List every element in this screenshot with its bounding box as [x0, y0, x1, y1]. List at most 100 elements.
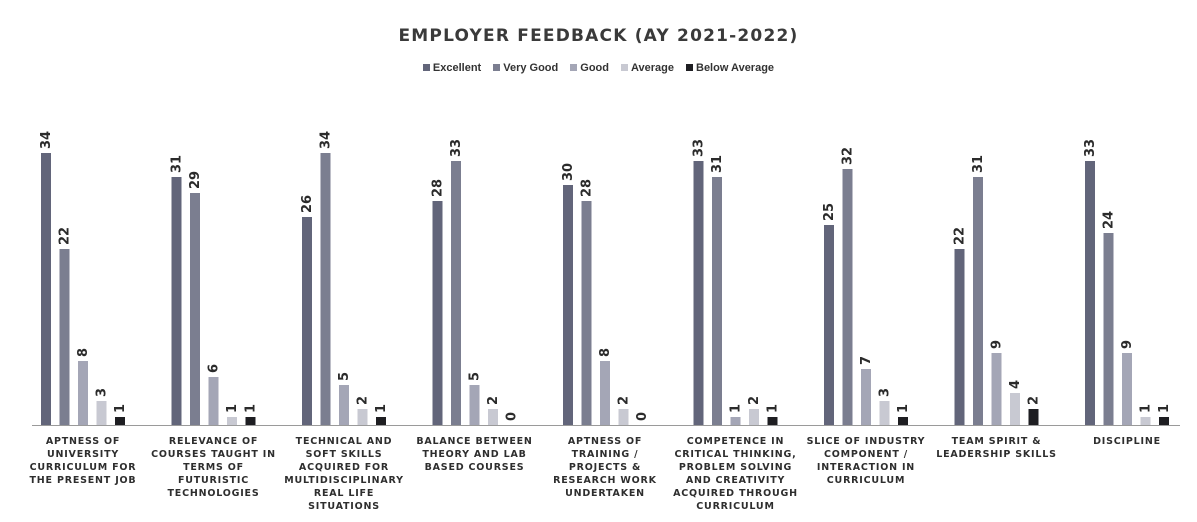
category-label: PROBLEM SOLVING: [679, 462, 792, 473]
bar: [563, 185, 573, 425]
category-label: CURRICULUM: [696, 501, 774, 512]
data-label: 9: [990, 340, 1005, 349]
category-label: THE PRESENT JOB: [30, 475, 137, 486]
category-label: PROJECTS &: [569, 462, 641, 473]
data-label: 0: [635, 412, 650, 421]
legend-item: Very Good: [493, 62, 558, 74]
data-label: 32: [841, 147, 856, 165]
bar: [469, 385, 480, 425]
data-label: 25: [822, 203, 837, 221]
category-label: SLICE OF INDUSTRY: [807, 436, 926, 447]
bar: [824, 225, 834, 425]
legend-swatch: [493, 64, 501, 71]
bar: [41, 153, 51, 425]
bar: [208, 377, 219, 425]
category-label: DISCIPLINE: [1093, 436, 1161, 447]
data-label: 1: [225, 404, 240, 413]
data-label: 24: [1102, 211, 1117, 229]
data-label: 1: [766, 404, 781, 413]
bar: [1028, 409, 1039, 425]
legend-label: Excellent: [432, 62, 482, 74]
bar: [767, 417, 778, 425]
bar: [842, 169, 853, 425]
data-label: 0: [505, 412, 520, 421]
bar: [190, 193, 200, 425]
bar: [339, 385, 349, 425]
category-label: TECHNOLOGIES: [168, 488, 260, 499]
category-label: BALANCE BETWEEN: [416, 436, 532, 447]
bar: [581, 201, 592, 425]
bar: [432, 201, 443, 425]
data-label: 22: [58, 227, 73, 245]
bar: [693, 161, 704, 425]
bar: [991, 353, 1002, 425]
data-label: 1: [244, 404, 259, 413]
data-label: 31: [170, 155, 185, 173]
category-label: COMPONENT /: [824, 449, 908, 460]
category-label: LEADERSHIP SKILLS: [936, 449, 1056, 460]
data-label: 28: [431, 179, 446, 197]
bar: [1122, 353, 1132, 425]
category-label: REAL LIFE: [314, 488, 374, 499]
bar: [488, 409, 498, 425]
bar: [898, 417, 908, 425]
data-label: 1: [374, 404, 389, 413]
bar: [600, 361, 610, 425]
bar: [879, 401, 890, 425]
data-label: 34: [39, 131, 54, 149]
data-label: 9: [1120, 340, 1135, 349]
data-label: 28: [580, 179, 595, 197]
data-label: 2: [747, 396, 762, 405]
data-label: 30: [561, 163, 576, 181]
legend-swatch: [686, 64, 693, 71]
data-label: 3: [878, 388, 893, 397]
bar: [861, 369, 871, 425]
bar: [451, 161, 461, 425]
data-label: 33: [449, 139, 464, 157]
data-label: 4: [1008, 380, 1023, 389]
bar: [954, 249, 965, 425]
category-label: ACQUIRED THROUGH: [673, 488, 798, 499]
legend-item: Good: [570, 62, 609, 74]
data-label: 7: [859, 356, 874, 365]
category-label: TEAM SPIRIT &: [952, 436, 1042, 447]
data-label: 2: [617, 396, 632, 405]
bar: [320, 153, 331, 425]
category-label: MULTIDISCIPLINARY: [284, 475, 404, 486]
category-label: COMPETENCE IN: [687, 436, 785, 447]
bar: [245, 417, 256, 425]
legend-item: Below Average: [686, 62, 774, 74]
bar: [712, 177, 722, 425]
bar: [115, 417, 125, 425]
data-label: 1: [1139, 404, 1154, 413]
category-label: THEORY AND LAB: [422, 449, 526, 460]
category-label: INTERACTION IN: [817, 462, 915, 473]
category-label: ACQUIRED FOR: [299, 462, 389, 473]
category-label: COURSES TAUGHT IN: [151, 449, 276, 460]
data-label: 1: [729, 404, 744, 413]
data-label: 5: [337, 372, 352, 381]
legend-swatch: [422, 64, 430, 71]
legend-label: Below Average: [696, 62, 775, 74]
bar: [78, 361, 88, 425]
data-label: 8: [76, 348, 91, 357]
bar: [730, 417, 741, 425]
data-label: 29: [188, 171, 203, 189]
category-label: CURRICULUM: [827, 475, 905, 486]
bar: [1140, 417, 1151, 425]
data-label: 22: [953, 227, 968, 245]
data-label: 2: [1027, 396, 1042, 405]
bar: [749, 409, 759, 425]
category-label: FUTURISTIC: [178, 475, 249, 486]
bar: [1103, 233, 1114, 425]
legend-label: Good: [580, 62, 609, 74]
data-label: 33: [1083, 139, 1098, 157]
data-label: 2: [356, 396, 371, 405]
category-label: SITUATIONS: [308, 501, 380, 512]
legend-label: Very Good: [503, 62, 559, 74]
bar: [227, 417, 237, 425]
category-label: RESEARCH WORK: [553, 475, 657, 486]
data-label: 6: [207, 364, 222, 373]
